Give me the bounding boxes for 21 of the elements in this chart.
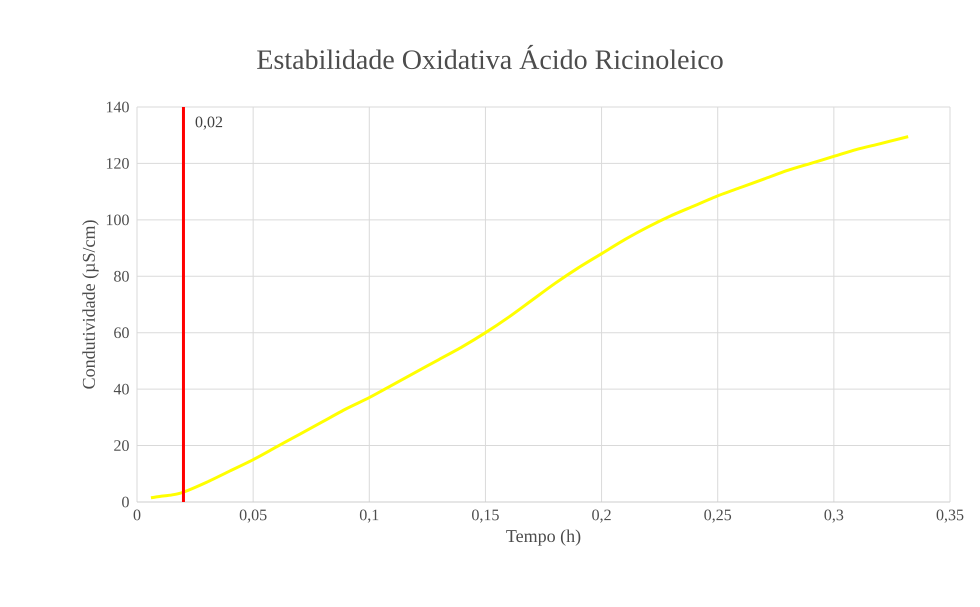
y-axis-title: Condutividade (µS/cm) bbox=[82, 220, 99, 389]
x-tick-label: 0,2 bbox=[592, 510, 611, 523]
x-tick-label: 0,15 bbox=[472, 510, 499, 523]
y-tick-label: 140 bbox=[106, 102, 129, 112]
x-axis-title: Tempo (h) bbox=[506, 529, 580, 546]
x-tick-label: 0,05 bbox=[240, 510, 267, 523]
chart-title: Estabilidade Oxidativa Ácido Ricinoleico bbox=[257, 44, 723, 70]
y-tick-label: 20 bbox=[114, 440, 129, 451]
y-tick-label: 0 bbox=[122, 496, 129, 508]
x-tick-label: 0,3 bbox=[824, 510, 844, 523]
ref-line-label: 0,02 bbox=[196, 116, 222, 130]
line-series bbox=[149, 135, 910, 500]
y-tick-label: 40 bbox=[114, 384, 129, 395]
x-tick-label: 0,35 bbox=[936, 510, 964, 523]
y-tick-label: 100 bbox=[106, 214, 129, 226]
y-tick-label: 120 bbox=[106, 158, 129, 169]
x-tick-label: 0 bbox=[134, 510, 140, 520]
x-tick-label: 0,25 bbox=[704, 510, 732, 523]
x-tick-label: 0,1 bbox=[360, 510, 378, 523]
y-tick-label: 80 bbox=[114, 270, 129, 282]
y-tick-label: 60 bbox=[114, 327, 129, 338]
